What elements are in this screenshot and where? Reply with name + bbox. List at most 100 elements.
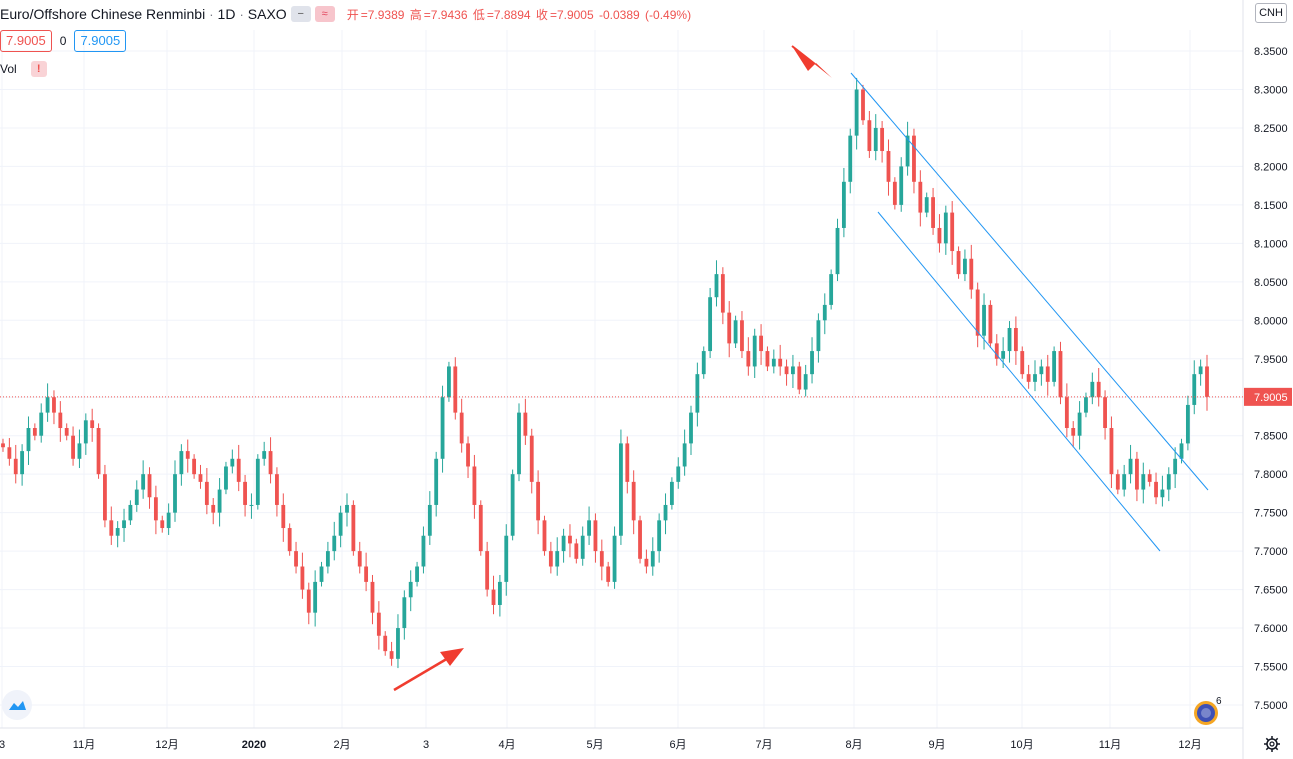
y-tick-label: 8.0000 [1254, 315, 1288, 327]
candle-body [523, 412, 528, 436]
y-tick-label: 7.8000 [1254, 469, 1288, 481]
candle-body [357, 551, 362, 567]
candle-body [797, 366, 802, 390]
sell-price-box[interactable]: 7.9005 [0, 30, 52, 52]
candle-body [841, 181, 846, 228]
currency-button[interactable]: CNH [1255, 3, 1287, 23]
candle-body [491, 589, 496, 605]
candle-body [555, 551, 560, 567]
candle-body [1147, 474, 1152, 482]
candle-body [740, 320, 744, 352]
x-tick-label: 7月 [755, 739, 772, 751]
candle-body [204, 481, 209, 505]
candle-body [765, 351, 770, 367]
exchange: SAXO [247, 6, 287, 22]
spread-value: 0 [59, 34, 67, 48]
candle-body [854, 89, 859, 136]
candle-body [211, 504, 216, 513]
candle-body [873, 127, 878, 152]
candle-body [810, 351, 814, 375]
candle-body [650, 551, 655, 567]
candle-body [689, 412, 693, 444]
x-tick-label: 8月 [845, 739, 862, 751]
high-value: =7.9436 [423, 7, 468, 22]
candle-body [185, 451, 190, 459]
candle-body [937, 227, 942, 244]
candle-body [243, 481, 247, 505]
candle-body [1058, 351, 1063, 398]
candle-body [83, 420, 88, 444]
candle-body [485, 551, 490, 590]
symbol-name[interactable]: Euro/Offshore Chinese Renminbi [0, 6, 206, 22]
candle-body [988, 304, 993, 344]
interval[interactable]: 1D [217, 6, 236, 22]
x-tick-label: 2月 [333, 739, 350, 751]
candle-body [994, 343, 999, 359]
x-tick-label: 12月 [155, 739, 178, 751]
candle-body [224, 466, 228, 490]
y-tick-label: 7.7500 [1254, 508, 1288, 520]
candle-body [969, 258, 974, 290]
candle-body [1103, 397, 1107, 429]
candle-body [90, 420, 95, 429]
candle-body [319, 566, 324, 582]
candle-body [1160, 489, 1165, 498]
candle-body [396, 628, 400, 659]
candle-body [510, 474, 515, 536]
x-tick-label: 5月 [586, 739, 603, 751]
candle-body [912, 135, 916, 182]
x-tick-label: 2020 [242, 739, 266, 751]
buy-price-box[interactable]: 7.9005 [74, 30, 127, 52]
open-value: =7.9389 [360, 7, 405, 22]
candle-body [727, 312, 732, 344]
candle-body [701, 351, 706, 375]
minus-icon[interactable]: − [290, 6, 311, 22]
candle-body [383, 635, 388, 652]
x-tick-label: 9月 [928, 739, 945, 751]
candle-body [669, 481, 674, 505]
candle-body [268, 451, 273, 475]
wave-icon[interactable]: ≈ [314, 6, 335, 22]
candle-body [262, 451, 267, 459]
tradingview-logo-icon[interactable] [2, 690, 32, 720]
candle-body [402, 597, 407, 629]
candle-body [1064, 397, 1069, 429]
candle-body [759, 335, 763, 352]
candle-body [619, 443, 623, 536]
candle-body [1001, 351, 1006, 359]
settings-gear-icon[interactable] [1262, 734, 1282, 754]
candle-body [389, 651, 394, 659]
candle-body [606, 566, 611, 582]
candle-body [1045, 366, 1050, 382]
channel-lower-line [877, 211, 1161, 552]
candle-body [829, 274, 834, 305]
candle-body [504, 535, 509, 582]
arrow-shaft-bottom [393, 655, 451, 692]
candle-body [657, 520, 662, 552]
x-tick-label: 10月 [1010, 739, 1033, 751]
candle-body [447, 366, 451, 398]
candle-body [179, 451, 184, 475]
candle-body [1173, 458, 1178, 475]
indicator-badge[interactable]: 6 [1192, 696, 1222, 727]
x-tick-label: 12月 [1178, 739, 1201, 751]
candle-body [96, 428, 101, 475]
close-label: 收 [535, 7, 548, 22]
candle-body [20, 451, 25, 475]
candle-body [275, 474, 279, 505]
warning-icon[interactable]: ! [30, 61, 47, 77]
y-tick-label: 8.3000 [1254, 84, 1288, 96]
candle-body [338, 512, 343, 536]
candle-body [103, 474, 107, 521]
x-tick-label: 6月 [669, 739, 686, 751]
candle-body [548, 551, 553, 567]
volume-label[interactable]: Vol [0, 62, 17, 76]
candle-body [1020, 351, 1025, 375]
last-price-label-bg [1244, 387, 1292, 406]
y-tick-label: 8.1500 [1254, 200, 1288, 212]
y-tick-label: 7.5000 [1254, 700, 1288, 712]
candle-body [77, 443, 82, 459]
x-tick-label: 3 [423, 739, 429, 751]
candle-body [1109, 428, 1114, 475]
